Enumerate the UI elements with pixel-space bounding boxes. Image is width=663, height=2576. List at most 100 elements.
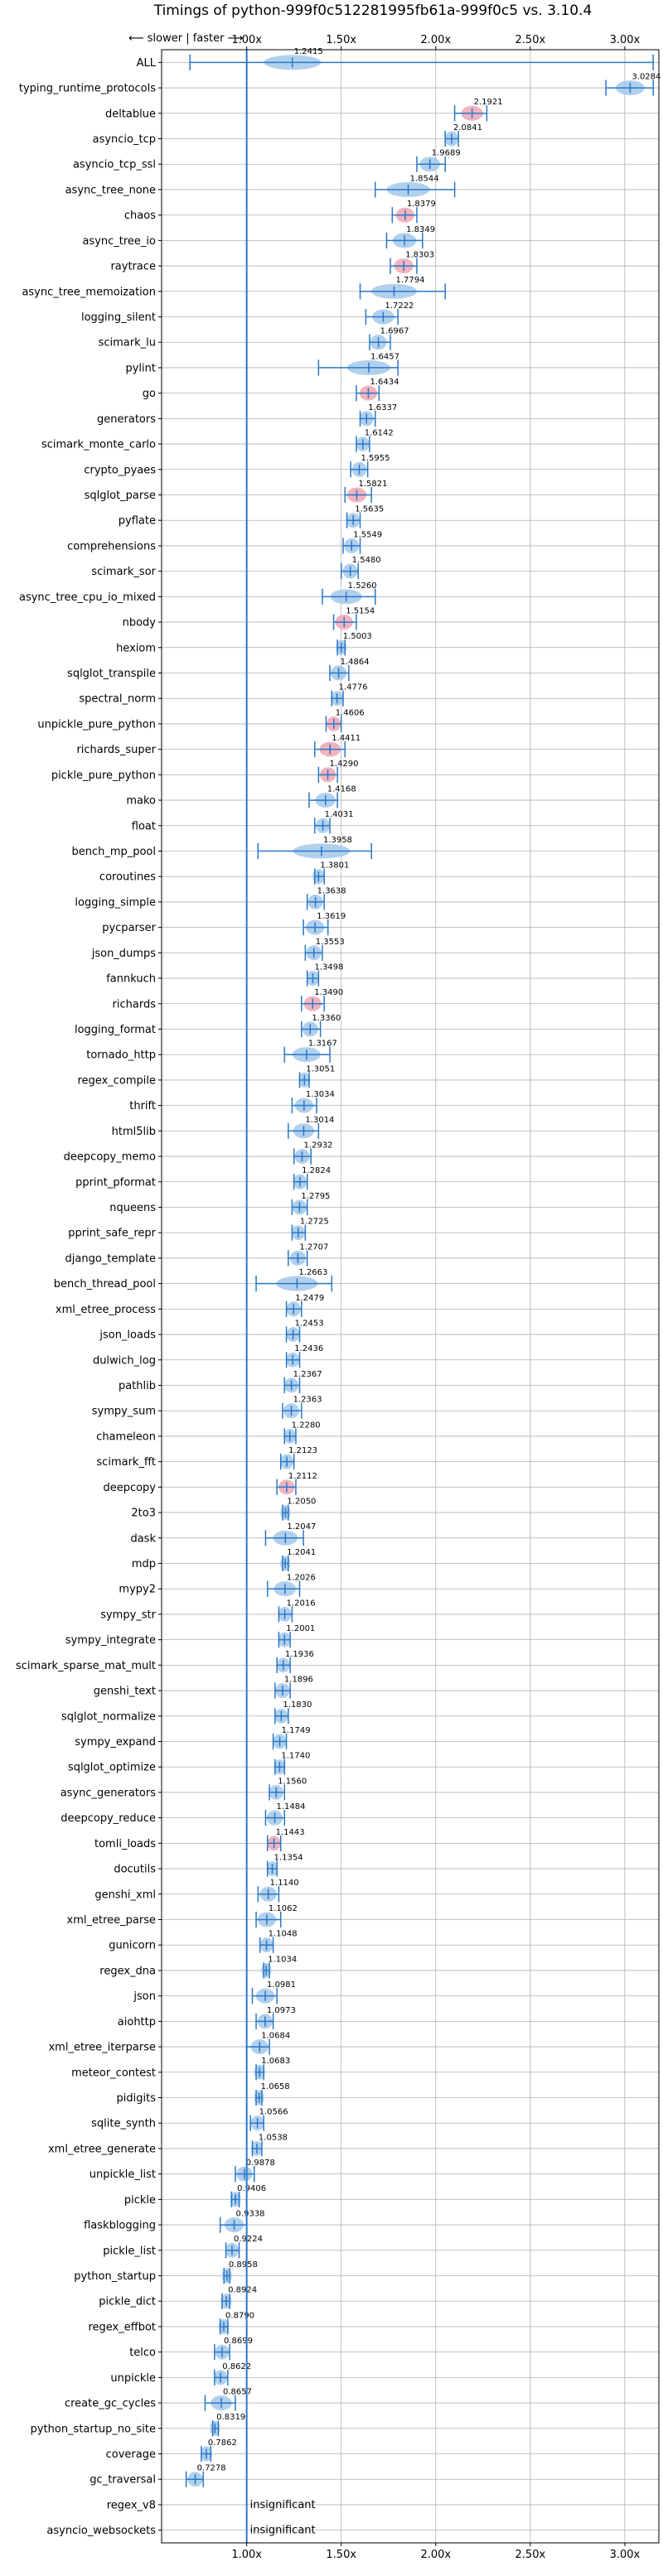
value-label: 0.8699: [224, 2337, 253, 2346]
value-label: 1.0683: [261, 2057, 290, 2066]
benchmark-row: fannkuch 1.3498: [106, 962, 659, 987]
benchmark-name: meteor_contest: [71, 2067, 156, 2079]
benchmark-name: docutils: [114, 1864, 156, 1876]
benchmark-row: async_tree_memoization 1.7794: [22, 276, 659, 300]
benchmark-name: logging_simple: [75, 896, 156, 909]
benchmark-row: json_dumps 1.3553: [91, 938, 659, 961]
value-label: 1.2280: [292, 1421, 321, 1430]
value-label: 1.8544: [410, 174, 439, 183]
benchmark-row: thrift 1.3034: [129, 1090, 659, 1114]
benchmark-name: sympy_str: [100, 1609, 156, 1621]
value-label: 1.5154: [346, 606, 375, 615]
benchmark-name: 2to3: [131, 1507, 156, 1520]
value-label: 1.2453: [295, 1319, 324, 1328]
benchmark-row: async_generators 1.1560: [60, 1777, 659, 1801]
benchmark-name: unpickle_pure_python: [37, 718, 156, 731]
benchmark-row: pprint_pformat 1.2824: [75, 1166, 659, 1190]
benchmark-name: scimark_sor: [91, 566, 156, 578]
benchmark-name: nbody: [123, 617, 157, 630]
insignificant-label: insignificant: [250, 2525, 316, 2537]
value-label: 1.6142: [365, 428, 394, 437]
value-label: 1.0981: [267, 1980, 296, 1990]
benchmark-name: deepcopy_reduce: [60, 1812, 156, 1825]
benchmark-row: xml_etree_generate 1.0538: [48, 2133, 659, 2157]
benchmark-name: deepcopy_memo: [64, 1151, 156, 1164]
benchmark-name: bench_mp_pool: [71, 846, 156, 858]
benchmark-name: tornado_http: [86, 1049, 156, 1062]
benchmark-name: pylint: [125, 362, 156, 374]
benchmark-row: scimark_monte_carlo 1.6142: [41, 428, 659, 452]
benchmark-row: aiohttp 1.0973: [118, 2006, 659, 2029]
x-tick-label-top: 2.00x: [420, 34, 451, 46]
value-label: 1.3360: [312, 1014, 341, 1023]
value-label: 1.1443: [276, 1828, 305, 1837]
benchmark-name: asyncio_tcp: [93, 133, 156, 146]
benchmark-name: asyncio_websockets: [46, 2525, 156, 2537]
value-label: 1.4864: [341, 658, 370, 667]
value-label: 1.6967: [380, 327, 409, 336]
benchmark-row: sympy_str 1.2016: [100, 1599, 659, 1623]
value-label: 1.5821: [358, 480, 387, 489]
benchmark-name: sympy_integrate: [65, 1634, 156, 1647]
benchmark-row: scimark_fft 1.2123: [96, 1446, 659, 1470]
value-label: 1.3167: [308, 1040, 337, 1049]
x-axis-ticks: 1.00x 1.00x 1.50x 1.50x 2.00x 2.00x 2.50x 2.50x…: [231, 34, 640, 2561]
benchmark-row: richards 1.3490: [113, 988, 659, 1012]
benchmark-name: unpickle: [110, 2372, 156, 2385]
benchmark-row: meteor_contest 1.0683: [71, 2057, 659, 2081]
benchmark-row: deltablue 2.1921: [105, 98, 659, 122]
benchmark-name: sqlite_synth: [91, 2118, 156, 2130]
benchmark-name: json_loads: [99, 1329, 156, 1342]
benchmark-name: django_template: [65, 1252, 156, 1265]
benchmark-name: pickle_pure_python: [51, 769, 156, 782]
benchmark-name: crypto_pyaes: [84, 464, 156, 476]
benchmark-name: bench_thread_pool: [54, 1278, 156, 1290]
benchmark-name: python_startup: [74, 2270, 156, 2283]
benchmark-row: dask 1.2047: [130, 1522, 659, 1546]
benchmark-row: tornado_http 1.3167: [86, 1040, 659, 1063]
x-tick-label-bottom: 1.00x: [231, 2549, 262, 2561]
value-label: 1.8379: [407, 200, 436, 209]
benchmark-row: pathlib 1.2367: [119, 1370, 659, 1394]
plot-frame: [161, 49, 660, 2544]
benchmark-row: sqlglot_parse 1.5821: [85, 480, 659, 504]
benchmark-name: tomli_loads: [94, 1838, 156, 1850]
value-label: 1.0566: [259, 2108, 288, 2117]
benchmark-row: crypto_pyaes 1.5955: [84, 454, 659, 478]
benchmark-name: logging_silent: [81, 311, 156, 324]
value-label: 1.0973: [267, 2006, 296, 2015]
benchmark-row: html5lib 1.3014: [112, 1116, 659, 1139]
benchmark-row: bench_mp_pool 1.3958: [71, 836, 659, 860]
value-label: 0.8622: [222, 2362, 251, 2371]
value-label: 1.3014: [305, 1116, 334, 1125]
value-label: 1.4776: [339, 683, 368, 692]
value-label: 1.3051: [306, 1064, 335, 1073]
value-label: 1.3619: [317, 912, 346, 921]
x-tick-label-top: 2.50x: [515, 34, 546, 46]
benchmark-row: scimark_lu 1.6967: [99, 327, 659, 350]
value-label: 1.1354: [274, 1853, 303, 1862]
value-label: 1.1034: [268, 1955, 297, 1964]
benchmark-name: mdp: [132, 1558, 156, 1570]
value-label: 0.8958: [229, 2260, 258, 2270]
value-label: 1.4290: [330, 760, 359, 769]
benchmark-name: pyflate: [119, 515, 156, 528]
value-label: 1.5260: [348, 581, 377, 591]
value-label: 1.1896: [284, 1675, 313, 1684]
benchmark-row: scimark_sor 1.5480: [91, 556, 659, 580]
benchmark-row: django_template 1.2707: [65, 1242, 659, 1266]
benchmark-row: telco 0.8699: [129, 2337, 659, 2361]
value-label: 1.5635: [355, 505, 384, 514]
insignificant-label: insignificant: [250, 2499, 316, 2511]
value-label: 1.2824: [302, 1166, 331, 1175]
value-label: 1.2041: [287, 1548, 316, 1557]
value-label: 1.3638: [317, 886, 346, 895]
value-label: 0.9338: [236, 2209, 265, 2218]
benchmark-row: asyncio_websockets insignificant: [46, 2525, 659, 2537]
value-label: 1.2112: [288, 1472, 317, 1481]
benchmark-name: mako: [126, 795, 156, 808]
value-label: 1.2725: [300, 1218, 329, 1227]
benchmark-name: richards_super: [76, 744, 156, 756]
value-label: 1.4031: [325, 810, 354, 819]
